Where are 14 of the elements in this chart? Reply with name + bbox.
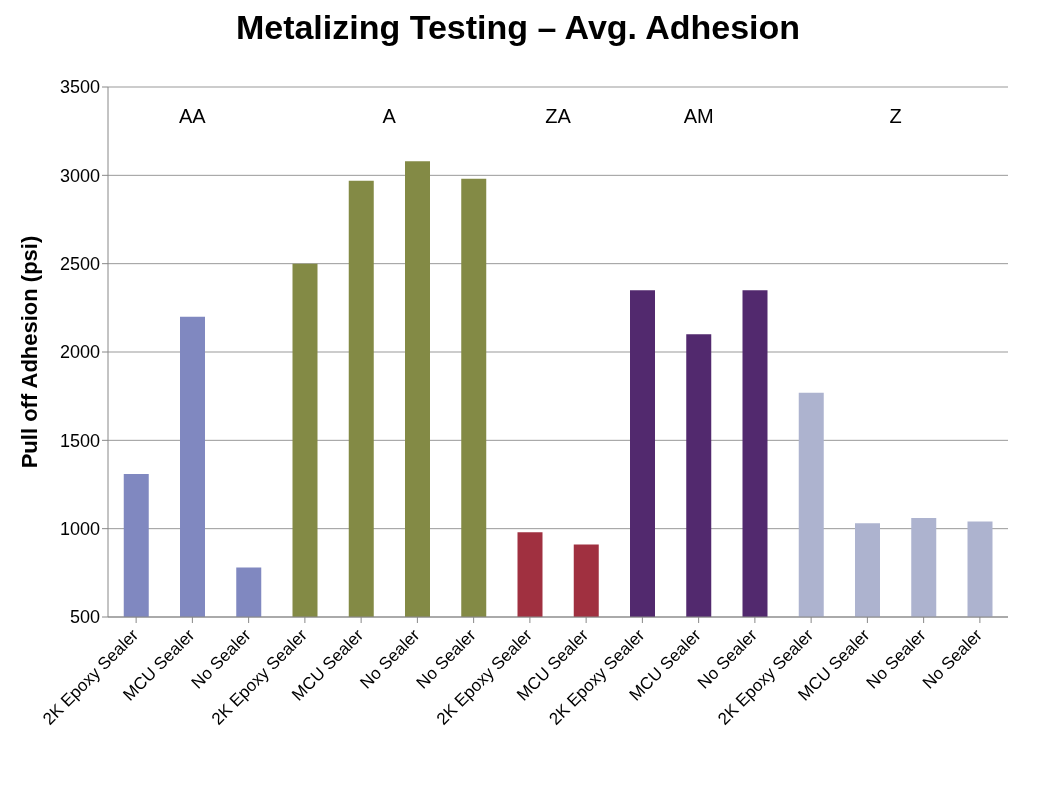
- y-tick-label: 1000: [59, 519, 100, 540]
- annotation: AM: [682, 105, 715, 128]
- y-tick-label: 1500: [59, 430, 100, 451]
- y-tick-label: 500: [69, 607, 100, 628]
- y-tick-label: 2000: [59, 342, 100, 363]
- chart-title: Metalizing Testing – Avg. Adhesion: [234, 8, 802, 47]
- y-tick-label: 3000: [59, 165, 100, 186]
- annotation: Z: [888, 105, 903, 128]
- annotation: A: [381, 105, 397, 128]
- y-tick-label: 2500: [59, 254, 100, 275]
- y-tick-label: 3500: [59, 77, 100, 98]
- y-axis-title: Pull off Adhesion (psi): [16, 235, 42, 469]
- annotation: AA: [178, 105, 207, 128]
- annotation: ZA: [544, 105, 572, 128]
